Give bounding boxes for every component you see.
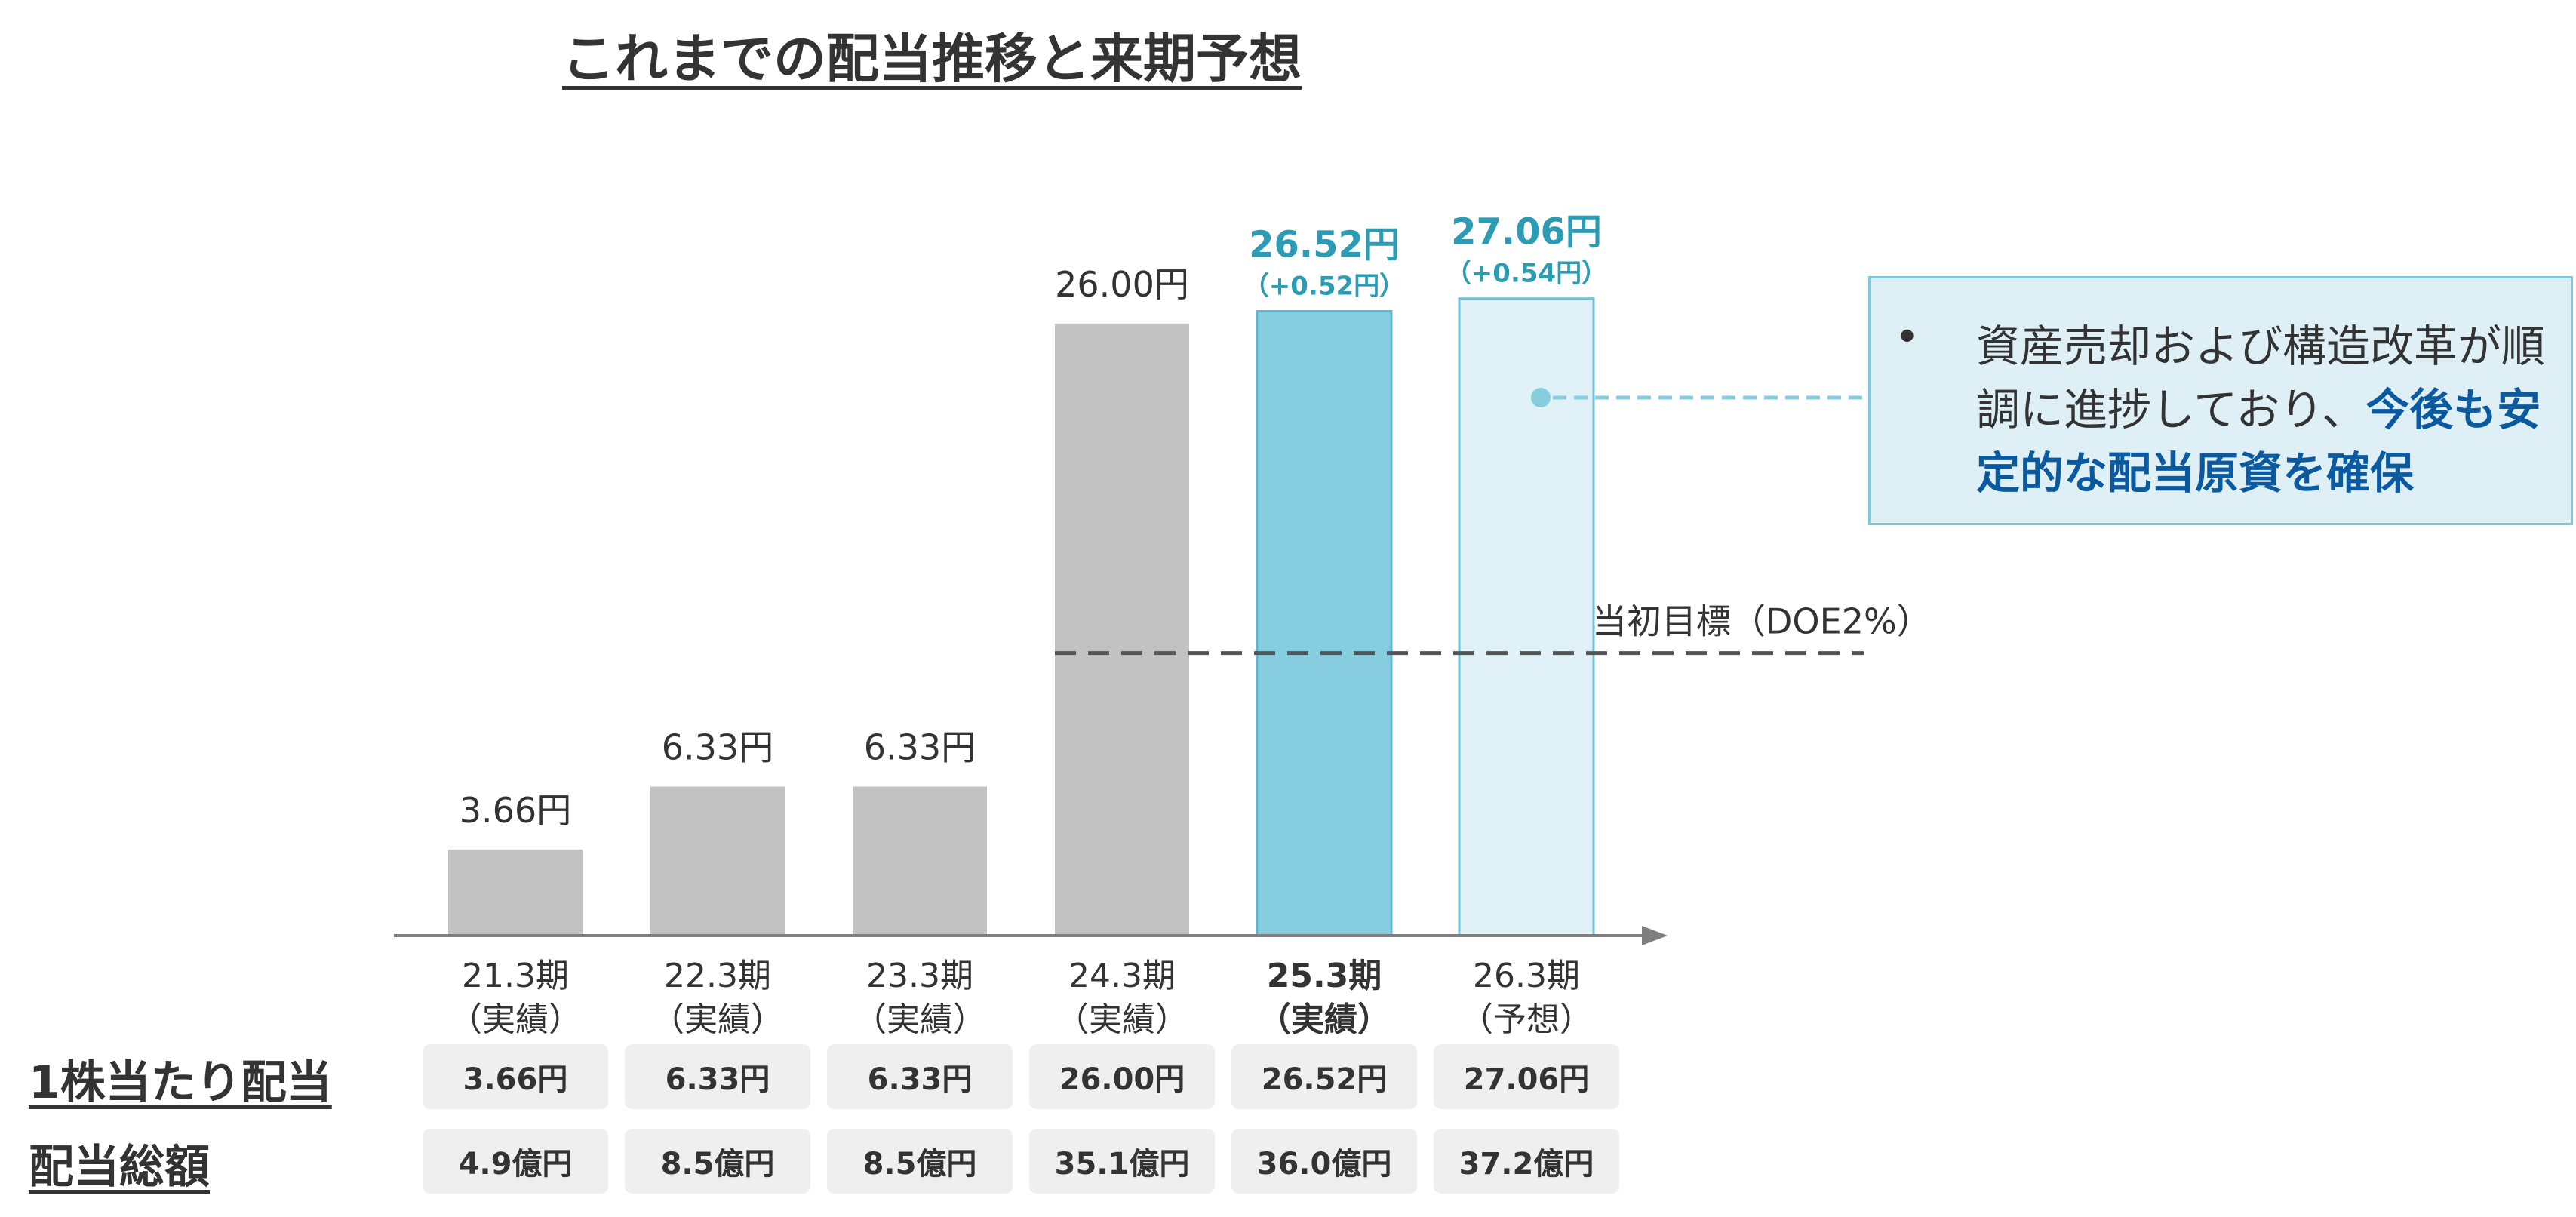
page-title: これまでの配当推移と来期予想 [562,28,1302,90]
bar-1 [650,786,785,936]
category-label-3: 24.3期 [1068,957,1176,995]
callout-text-main: 資産売却および構造改革が順調に進捗しており、 [1976,321,2546,435]
callout-bullet: • [1895,313,1920,362]
x-axis-arrow-icon [1642,926,1668,945]
callout-box: • 資産売却および構造改革が順調に進捗しており、今後も安定的な配当原資を確保 [1868,276,2573,525]
x-axis-layer [394,926,1668,945]
category-status-0: （実績） [449,1000,582,1039]
bar-3 [1055,323,1189,936]
value-label-4: 26.52円 [1249,224,1400,266]
table-cell-0-5: 27.06円 [1434,1044,1619,1109]
callout-anchor-dot [1531,388,1551,407]
table-cell-1-5: 37.2億円 [1434,1129,1619,1194]
callout-text: 資産売却および構造改革が順調に進捗しており、今後も安定的な配当原資を確保 [1976,315,2557,505]
category-label-0: 21.3期 [462,957,569,995]
reference-line-layer: 当初目標（DOE2%） [1055,601,1932,656]
bar-0 [448,849,583,936]
table-cell-1-0: 4.9億円 [423,1129,608,1194]
bar-5 [1458,297,1595,937]
category-status-4: （実績） [1258,1000,1391,1039]
value-label-3: 26.00円 [1055,264,1189,305]
category-label-4: 25.3期 [1267,957,1382,995]
category-status-2: （実績） [853,1000,986,1039]
table-cell-0-0: 3.66円 [423,1044,608,1109]
value-label-2: 6.33円 [864,727,976,768]
table-cell-1-2: 8.5億円 [827,1129,1013,1194]
target-line-label: 当初目標（DOE2%） [1592,601,1932,642]
bars-layer [448,297,1595,937]
table-cell-0-1: 6.33円 [625,1044,810,1109]
change-label-4: （+0.52円） [1243,272,1405,302]
labels-layer: 3.66円 21.3期 （実績） 6.33円 22.3期 （実績） 6.33円 23.3期 （実… [449,211,1607,1039]
bar-2 [853,786,987,936]
change-label-5: （+0.54円） [1446,259,1607,289]
table-cell-0-3: 26.00円 [1029,1044,1215,1109]
table-cell-1-1: 8.5億円 [625,1129,810,1194]
table-cell-0-2: 6.33円 [827,1044,1013,1109]
category-label-5: 26.3期 [1473,957,1580,995]
callout-text-emphasis: 今後も安定的な配当原資を確保 [1976,384,2541,499]
value-label-1: 6.33円 [662,727,773,768]
category-status-3: （実績） [1056,1000,1188,1039]
table-cell-1-3: 35.1億円 [1029,1129,1215,1194]
category-label-2: 23.3期 [866,957,973,995]
category-status-1: （実績） [651,1000,784,1039]
callout-connector-layer [1531,388,1868,407]
category-label-1: 22.3期 [664,957,771,995]
value-label-0: 3.66円 [460,790,571,831]
table-row-label-1: 配当総額 [29,1141,210,1194]
table-cell-0-4: 26.52円 [1231,1044,1417,1109]
table-row-label-0: 1株当たり配当 [29,1056,332,1109]
bar-4 [1256,310,1393,937]
table-cell-1-4: 36.0億円 [1231,1129,1417,1194]
value-label-5: 27.06円 [1451,211,1602,254]
category-status-5: （予想） [1460,1000,1593,1039]
